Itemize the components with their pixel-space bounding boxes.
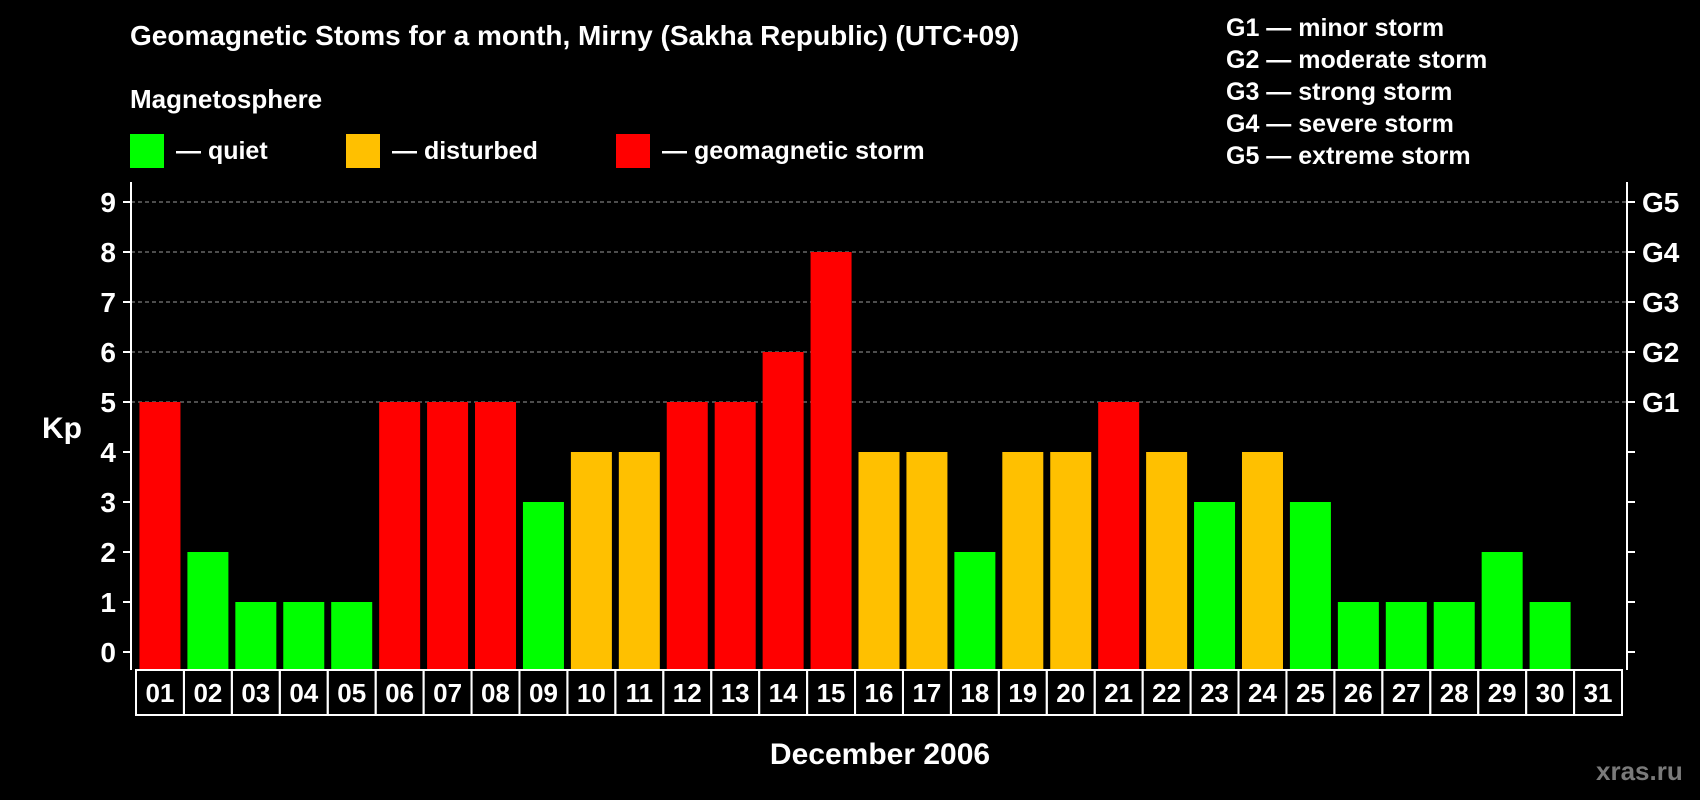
bar-23 xyxy=(1194,502,1236,670)
x-tick-label-20: 20 xyxy=(1056,678,1085,708)
legend-item-quiet: — quiet xyxy=(130,134,268,168)
bar-10 xyxy=(570,452,612,670)
x-tick-label-18: 18 xyxy=(960,678,989,708)
x-tick-label-26: 26 xyxy=(1344,678,1373,708)
bar-03 xyxy=(235,602,277,670)
y-tick-label: 5 xyxy=(100,387,116,418)
x-tick-label-06: 06 xyxy=(385,678,414,708)
legend-item-disturbed: — disturbed xyxy=(346,134,538,168)
legend-swatch-disturbed xyxy=(346,134,380,168)
legend-swatch-storm xyxy=(616,134,650,168)
x-tick-label-11: 11 xyxy=(626,678,654,708)
x-tick-label-05: 05 xyxy=(337,678,366,708)
bar-22 xyxy=(1146,452,1188,670)
bar-20 xyxy=(1050,452,1092,670)
storm-scale-g1: G1 — minor storm xyxy=(1226,14,1445,42)
bar-15 xyxy=(810,252,852,670)
watermark: xras.ru xyxy=(1596,756,1683,786)
x-tick-label-22: 22 xyxy=(1152,678,1181,708)
x-tick-label-24: 24 xyxy=(1248,678,1277,708)
x-tick-label-17: 17 xyxy=(912,678,941,708)
y-tick-label: 4 xyxy=(100,437,116,468)
bar-19 xyxy=(1002,452,1044,670)
storm-scale-g3: G3 — strong storm xyxy=(1226,78,1453,106)
right-tick-label-G3: G3 xyxy=(1642,287,1679,318)
storm-scale-g5: G5 — extreme storm xyxy=(1226,142,1471,170)
bar-16 xyxy=(858,452,900,670)
storm-scale-g4: G4 — severe storm xyxy=(1226,110,1454,138)
legend-label-quiet: — quiet xyxy=(176,136,268,165)
x-tick-label-27: 27 xyxy=(1392,678,1421,708)
storm-scale-legend: G1 — minor storm G2 — moderate storm G3 … xyxy=(1226,12,1487,172)
bar-28 xyxy=(1433,602,1475,670)
y-tick-label: 6 xyxy=(100,337,116,368)
bar-08 xyxy=(475,402,517,670)
bar-07 xyxy=(427,402,469,670)
x-tick-label-01: 01 xyxy=(146,678,175,708)
legend-label-disturbed: — disturbed xyxy=(392,136,538,165)
x-tick-label-12: 12 xyxy=(673,678,702,708)
right-tick-label-G5: G5 xyxy=(1642,187,1679,218)
x-tick-label-23: 23 xyxy=(1200,678,1229,708)
right-tick-label-G2: G2 xyxy=(1642,337,1679,368)
x-tick-label-30: 30 xyxy=(1536,678,1565,708)
x-tick-label-04: 04 xyxy=(289,678,318,708)
bar-05 xyxy=(331,602,373,670)
x-tick-box xyxy=(1573,669,1624,716)
bar-26 xyxy=(1337,602,1379,670)
bar-06 xyxy=(379,402,421,670)
storm-scale-g2: G2 — moderate storm xyxy=(1226,46,1488,74)
legend-title: Magnetosphere xyxy=(130,84,323,114)
bar-29 xyxy=(1481,552,1523,670)
x-tick-label-07: 07 xyxy=(433,678,462,708)
x-tick-label-21: 21 xyxy=(1104,678,1133,708)
legend-label-storm: — geomagnetic storm xyxy=(662,136,925,165)
right-tick-label-G4: G4 xyxy=(1642,237,1680,268)
x-tick-label-14: 14 xyxy=(769,678,798,708)
x-tick-label-08: 08 xyxy=(481,678,510,708)
x-tick-label-31: 31 xyxy=(1584,678,1613,708)
bar-30 xyxy=(1529,602,1571,670)
x-tick-label-19: 19 xyxy=(1008,678,1037,708)
y-tick-label: 9 xyxy=(100,187,116,218)
x-tick-label-25: 25 xyxy=(1296,678,1325,708)
y-tick-label: 3 xyxy=(100,487,116,518)
y-tick-label: 0 xyxy=(100,637,116,668)
bar-14 xyxy=(762,352,804,670)
x-tick-label-10: 10 xyxy=(577,678,606,708)
bar-12 xyxy=(666,402,708,670)
bar-24 xyxy=(1241,452,1283,670)
x-tick-label-09: 09 xyxy=(529,678,558,708)
y-tick-label: 2 xyxy=(100,537,116,568)
y-tick-label: 1 xyxy=(100,587,116,618)
bar-25 xyxy=(1289,502,1331,670)
chart-title: Geomagnetic Stoms for a month, Mirny (Sa… xyxy=(130,20,1020,51)
x-tick-label-29: 29 xyxy=(1488,678,1517,708)
bar-01 xyxy=(139,402,181,670)
bar-11 xyxy=(618,452,660,670)
legend-item-storm: — geomagnetic storm xyxy=(616,134,925,168)
legend-swatch-quiet xyxy=(130,134,164,168)
x-axis-label: December 2006 xyxy=(770,738,990,771)
right-tick-label-G1: G1 xyxy=(1642,387,1679,418)
y-tick-label: 8 xyxy=(100,237,116,268)
bar-04 xyxy=(283,602,325,670)
bar-13 xyxy=(714,402,756,670)
x-tick-label-15: 15 xyxy=(817,678,846,708)
x-tick-label-13: 13 xyxy=(721,678,750,708)
x-tick-label-02: 02 xyxy=(193,678,222,708)
bar-17 xyxy=(906,452,948,670)
bar-02 xyxy=(187,552,229,670)
x-tick-label-16: 16 xyxy=(865,678,894,708)
bar-27 xyxy=(1385,602,1427,670)
bar-21 xyxy=(1098,402,1140,670)
x-tick-label-28: 28 xyxy=(1440,678,1469,708)
y-axis-label: Kp xyxy=(42,412,82,445)
x-tick-label-03: 03 xyxy=(241,678,270,708)
bar-18 xyxy=(954,552,996,670)
bar-09 xyxy=(522,502,564,670)
y-tick-label: 7 xyxy=(100,287,116,318)
